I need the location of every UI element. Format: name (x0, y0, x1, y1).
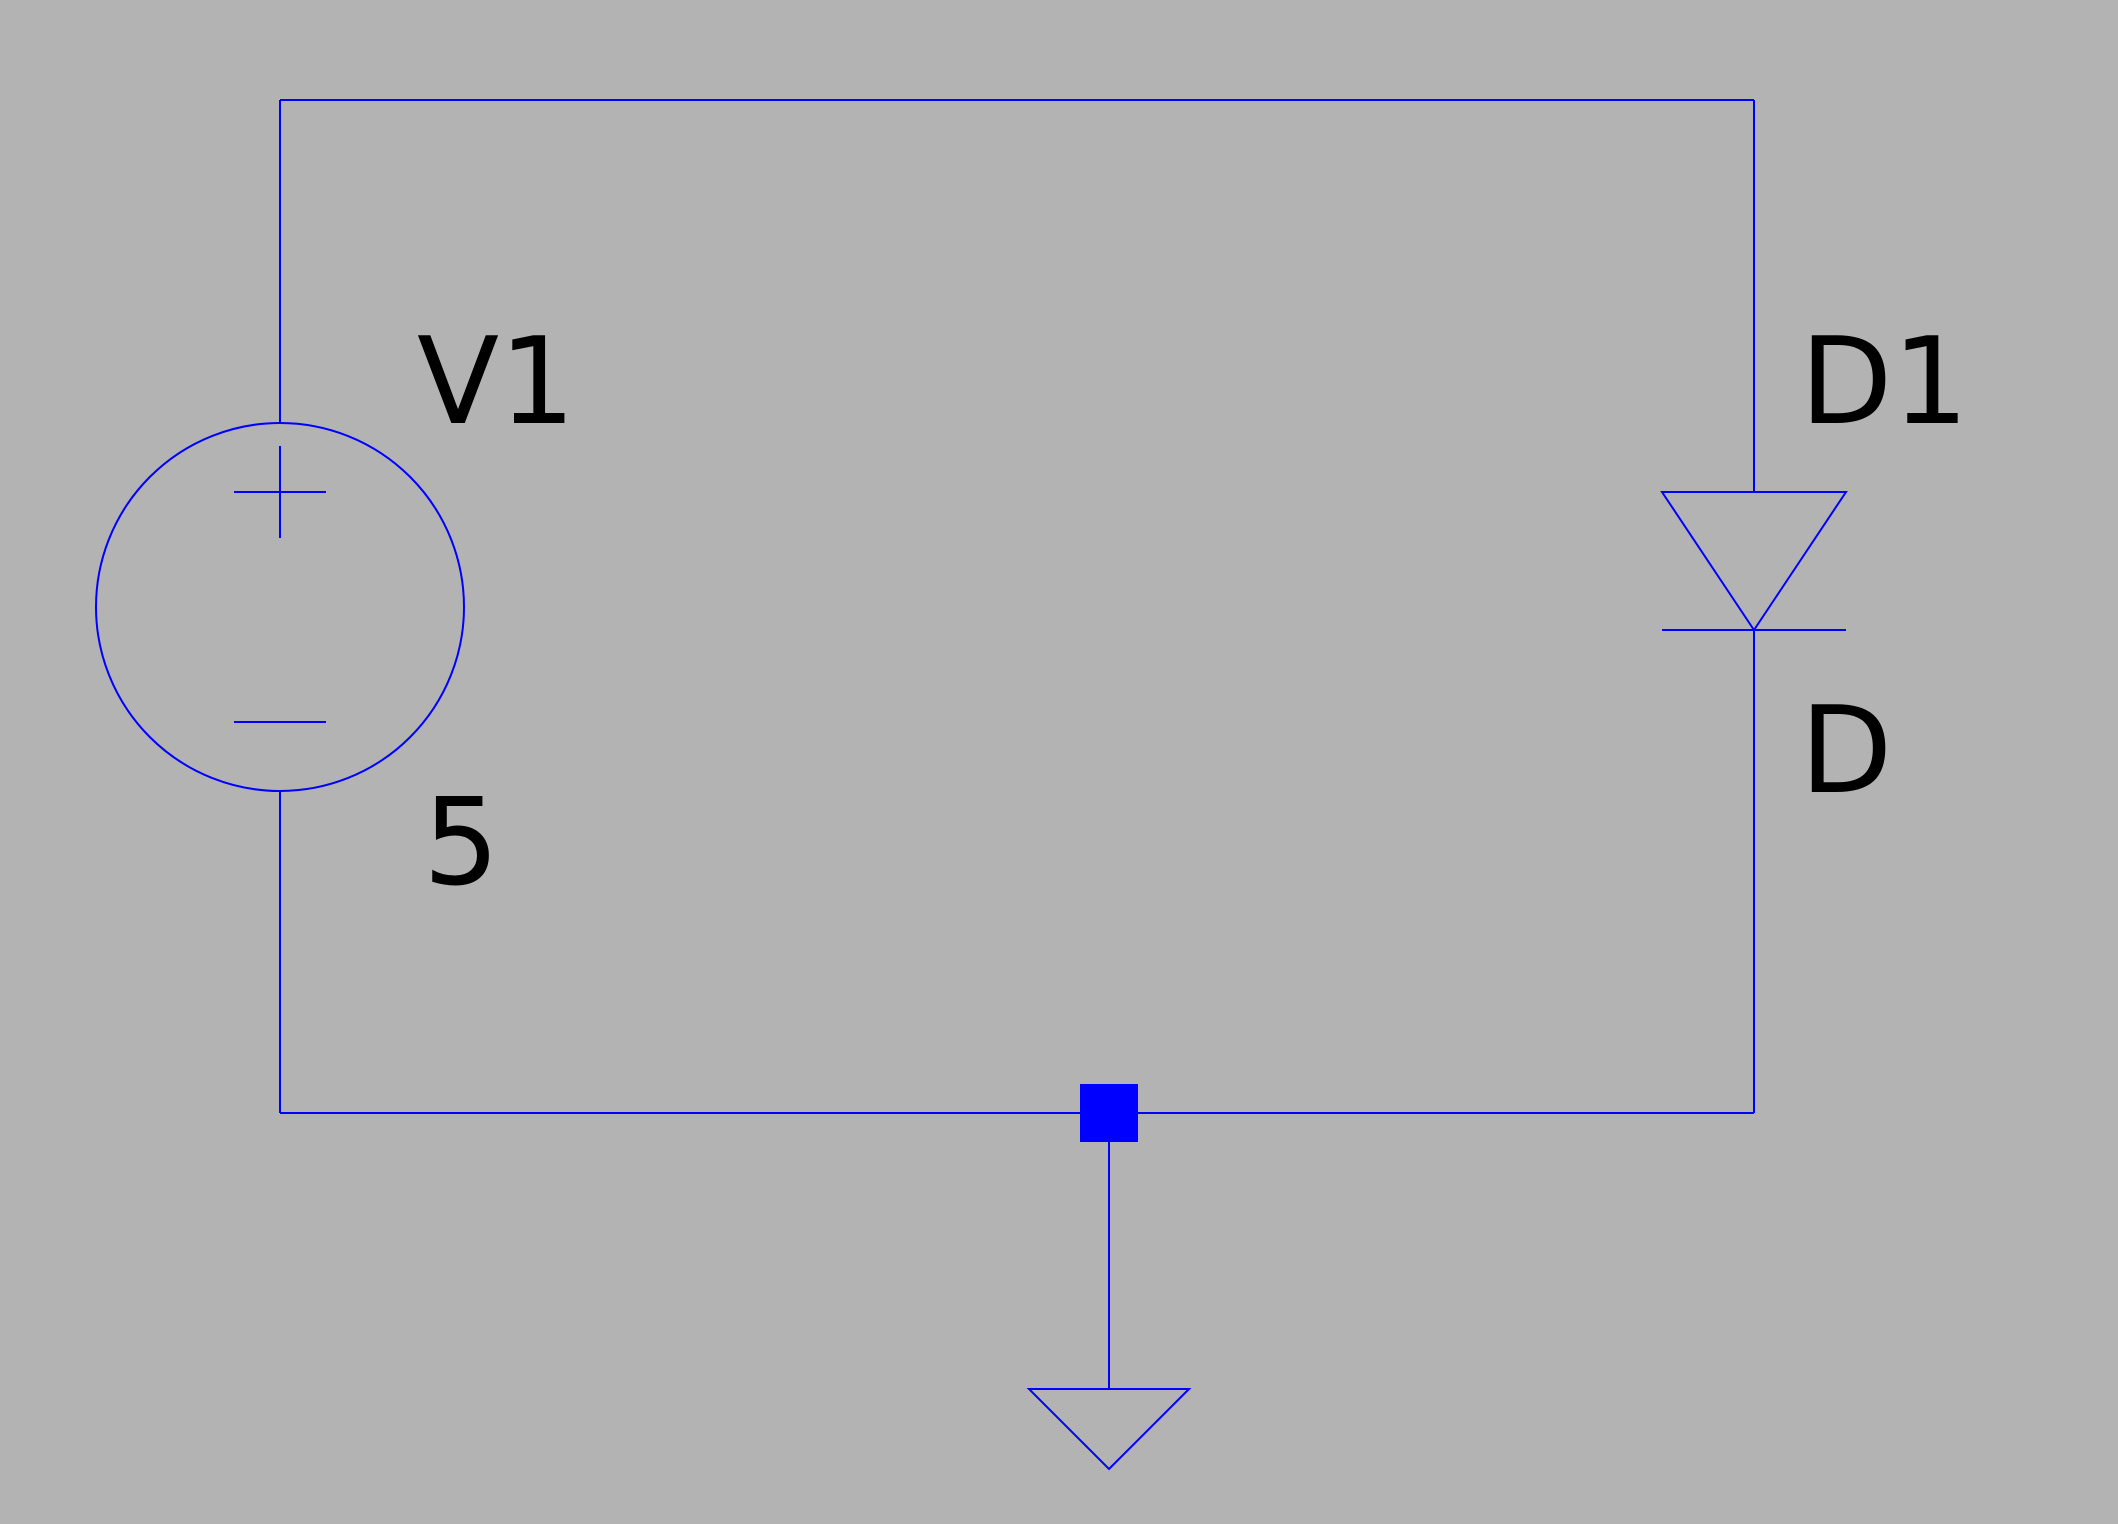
wires (279, 99, 1755, 1389)
junction-dot (1080, 1084, 1138, 1142)
voltage-source-name[interactable]: V1 (417, 313, 575, 452)
ground-icon[interactable] (1026, 1388, 1192, 1471)
plus-sign-icon (234, 446, 326, 538)
diode-name[interactable]: D1 (1800, 313, 1969, 452)
diode-triangle-icon (1660, 491, 1848, 632)
voltage-source-value[interactable]: 5 (423, 774, 499, 913)
voltage-source[interactable]: V1 5 (95, 313, 575, 913)
diode[interactable]: D1 D (1660, 313, 1969, 821)
diode-model[interactable]: D (1800, 682, 1892, 821)
voltage-source-circle (95, 422, 465, 792)
